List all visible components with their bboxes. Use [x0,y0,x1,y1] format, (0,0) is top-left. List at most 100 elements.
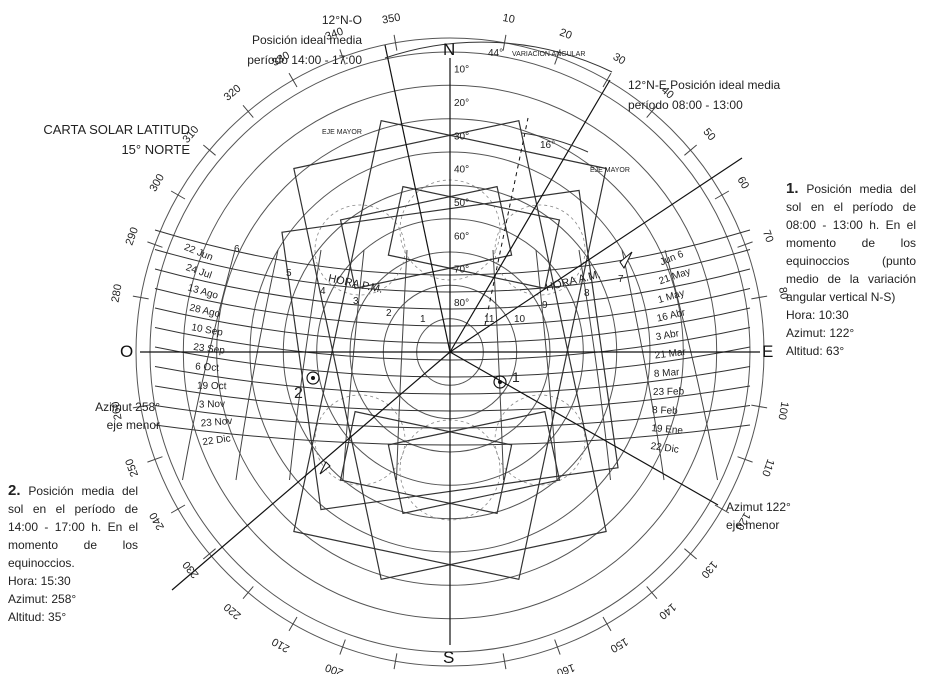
date-label: 22 Dic [650,441,680,456]
dashed-circle [494,394,586,486]
arrow-head-2 [319,461,331,475]
altitude-label: 80° [454,298,469,309]
date-label: 23 Nov [200,416,233,430]
date-label: 10 Sep [190,322,224,338]
hour-line [578,249,611,481]
azimuth-label: 60 [735,175,752,192]
sun-path-line [154,307,751,344]
hora-pm-label: HORA P.M. [327,273,384,296]
date-label: 22 Dic [202,433,232,448]
altitude-label: 40° [454,165,469,176]
hour-label-am: 7 [618,274,624,285]
altitude-label: 50° [454,198,469,209]
note-1-number: 1. [786,180,799,197]
note-1-text: Posición media del sol en el período de … [786,182,916,304]
top-right-line2: período 08:00 - 13:00 [628,98,743,112]
date-label: 3 Abr [655,328,681,343]
altitude-label: 20° [454,98,469,109]
hour-line [182,249,236,481]
azimuth-tick [147,241,163,248]
hour-line [396,249,408,481]
axes [140,44,760,645]
cardinal-east: E [762,342,774,361]
azimuth-tick [339,639,346,655]
azimuth-label: 70 [760,229,775,245]
date-label: 3 Nov [199,399,225,411]
azimuth-label: 160 [555,661,576,674]
hour-line [535,249,558,481]
azimuth-label: 350 [381,12,401,27]
azimuth-label: 130 [698,558,719,580]
azimuth-tick [714,504,730,514]
note-1: 1. Posición media del sol en el período … [786,180,916,360]
top-right-line1: 12°N-E Posición ideal media [628,78,781,92]
azimuth-label: 20 [558,27,574,42]
azimuth-tick [751,295,768,300]
date-label: 28 Ago [188,302,221,320]
azimuth-label: 280 [110,283,125,303]
sun-path-line [154,288,751,327]
variation-arc [384,41,613,73]
angle16-arc [521,132,589,153]
sun-path-line [154,346,751,378]
azimuth-tick [170,504,186,514]
azimuth-tick [203,548,216,560]
azimut-right-note: Azimut 122° eje menor [726,498,826,534]
cardinal-south: S [443,648,455,667]
date-label: 24 Jul [184,262,213,281]
top-left-line2: período 14:00 - 17:00 [247,53,362,67]
azimut-right-line1: Azimut 122° [726,500,791,514]
variation-angle-value: 44° [488,48,503,59]
azimut-right-line2: eje menor [726,518,780,532]
azimuth-tick [339,49,346,65]
hour-line [342,249,365,481]
date-label: 13 Ago [186,282,219,301]
hour-label-am: 10 [514,314,526,325]
azimuth-label: 10 [502,12,516,26]
cardinal-west: O [120,342,134,361]
hour-line [664,249,718,481]
azimuth-label: 220 [222,600,244,621]
sun-path-line [154,249,751,293]
note-1-hora: Hora: 10:30 [786,308,849,322]
azimuth-tick [170,190,186,200]
arrow-head-1 [619,251,633,269]
sun-point-2 [306,371,320,385]
azimuth-tick [147,456,163,463]
point-1-label: 1 [512,369,520,385]
azimuth-label: 140 [656,600,678,621]
azimuth-tick [737,456,753,463]
date-label: 8 Mar [654,367,681,380]
altitude-labels: 10° 20° 30° 40° 50° 60° 70° 80° [454,65,469,309]
azimuth-tick [684,548,697,560]
top-left-note: 12°N-O Posición ideal media período 14:0… [200,10,362,70]
sun-path-line [154,385,751,412]
azimuth-tick [737,241,753,248]
hour-label-pm: 3 [353,296,359,307]
azimuth-tick [602,72,612,88]
variation-angle-label: VARIACION ANGULAR [512,51,585,58]
sun-path-line [154,327,751,361]
azimut-left-note: Azimut 258° eje menor [30,398,160,434]
azimuth-label: 100 [775,401,790,421]
note-2-number: 2. [8,482,21,499]
hour-label-pm: 1 [420,314,426,325]
azimuth-label: 230 [181,558,202,580]
azimuth-label: 80 [776,286,790,300]
note-2-text: Posición media del sol en el período de … [8,484,138,570]
azimuth-label: 50 [700,126,717,143]
azimuth-label: 240 [147,510,167,532]
chart-title-line1: CARTA SOLAR LATITUD [43,122,190,137]
dashed-circle [494,204,586,296]
hour-label-pm: 6 [234,244,240,255]
azimuth-label: 250 [124,457,142,478]
date-label: 23 Feb [653,386,685,398]
azimuth-tick [646,586,658,599]
azimut-left-line2: eje menor [106,418,160,432]
hour-label-pm: 4 [320,286,326,297]
note-2-altitud: Altitud: 35° [8,610,67,624]
date-label: 21 Mar [654,347,687,362]
eje-mayor-left: EJE MAYOR [322,129,362,136]
